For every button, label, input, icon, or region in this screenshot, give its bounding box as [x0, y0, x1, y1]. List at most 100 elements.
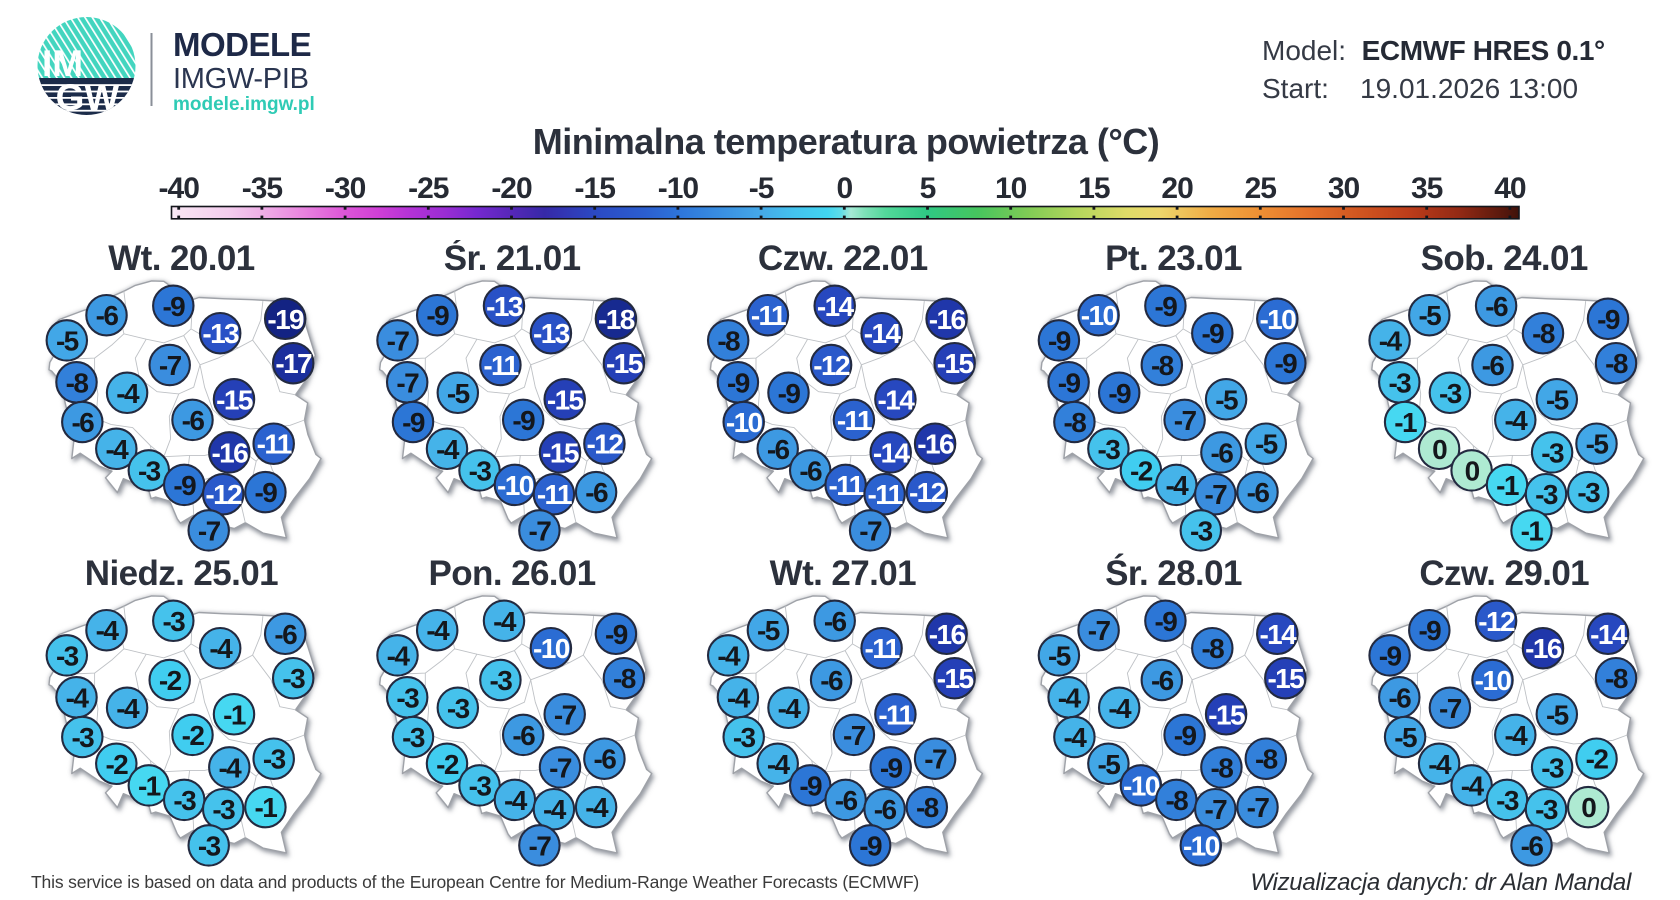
svg-text:-4: -4 [1504, 720, 1528, 751]
svg-text:-4: -4 [543, 794, 567, 825]
svg-text:-6: -6 [585, 477, 608, 508]
svg-text:-5: -5 [1418, 300, 1441, 331]
svg-text:-4: -4 [1461, 770, 1485, 801]
svg-text:-11: -11 [829, 470, 864, 501]
svg-text:-4: -4 [1165, 470, 1189, 501]
svg-text:MODELE: MODELE [173, 26, 311, 63]
svg-text:Śr. 28.01: Śr. 28.01 [1105, 553, 1242, 593]
svg-text:-12: -12 [813, 350, 850, 381]
svg-text:-10: -10 [1183, 830, 1220, 861]
svg-text:-14: -14 [1259, 619, 1297, 650]
svg-text:-6: -6 [874, 794, 897, 825]
svg-text:0: 0 [836, 172, 852, 205]
svg-text:-4: -4 [116, 693, 140, 724]
svg-text:-4: -4 [66, 682, 90, 713]
svg-text:-3: -3 [447, 693, 470, 724]
svg-text:-6: -6 [824, 606, 847, 637]
svg-text:-16: -16 [1525, 633, 1562, 664]
svg-text:-3: -3 [212, 794, 235, 825]
svg-text:-6: -6 [1485, 291, 1508, 322]
svg-text:-4: -4 [1428, 749, 1452, 780]
svg-text:-5: -5 [1098, 749, 1121, 780]
svg-text:-6: -6 [1388, 682, 1411, 713]
svg-text:-7: -7 [1439, 693, 1462, 724]
svg-text:-16: -16 [929, 619, 966, 650]
svg-text:-3: -3 [733, 722, 756, 753]
svg-text:-4: -4 [209, 633, 233, 664]
svg-text:-20: -20 [491, 172, 532, 205]
svg-text:-8: -8 [1605, 663, 1628, 694]
svg-text:-9: -9 [1174, 720, 1197, 751]
svg-text:-6: -6 [799, 455, 822, 486]
svg-text:-6: -6 [1211, 437, 1234, 468]
svg-text:-3: -3 [138, 455, 161, 486]
svg-text:-9: -9 [173, 470, 196, 501]
svg-text:-9: -9 [859, 830, 882, 861]
svg-text:-7: -7 [1174, 405, 1197, 436]
svg-text:-1: -1 [223, 699, 246, 730]
svg-text:-6: -6 [594, 744, 617, 775]
svg-text:-6: -6 [820, 665, 843, 696]
svg-text:-11: -11 [483, 350, 518, 381]
svg-text:-9: -9 [778, 378, 801, 409]
svg-text:-1: -1 [138, 770, 161, 801]
svg-text:modele.imgw.pl: modele.imgw.pl [173, 94, 315, 115]
svg-text:-35: -35 [242, 172, 283, 205]
svg-text:-9: -9 [1155, 606, 1178, 637]
svg-text:-7: -7 [549, 752, 572, 783]
svg-text:-8: -8 [1165, 785, 1188, 816]
svg-text:-16: -16 [929, 304, 966, 335]
svg-text:-8: -8 [1605, 348, 1628, 379]
svg-text:-3: -3 [1496, 785, 1519, 816]
svg-text:-5: -5 [1546, 384, 1569, 415]
svg-text:-14: -14 [878, 384, 916, 415]
svg-text:-6: -6 [512, 720, 535, 751]
svg-text:-4: -4 [493, 606, 517, 637]
svg-text:-4: -4 [96, 615, 120, 646]
svg-text:-9: -9 [402, 407, 425, 438]
svg-text:-4: -4 [727, 682, 751, 713]
svg-text:-3: -3 [1535, 794, 1558, 825]
svg-text:30: 30 [1328, 172, 1360, 205]
svg-text:-4: -4 [1108, 693, 1132, 724]
svg-text:-3: -3 [282, 663, 305, 694]
svg-text:-19: -19 [267, 304, 304, 335]
svg-text:-3: -3 [490, 665, 513, 696]
svg-text:-8: -8 [613, 663, 636, 694]
svg-text:-7: -7 [529, 830, 552, 861]
svg-text:-4: -4 [717, 640, 741, 671]
svg-text:Niedz. 25.01: Niedz. 25.01 [85, 554, 278, 593]
svg-text:-5: -5 [1546, 699, 1569, 730]
svg-text:-13: -13 [533, 318, 570, 349]
svg-text:-18: -18 [598, 304, 635, 335]
svg-text:-9: -9 [605, 619, 628, 650]
svg-text:-9: -9 [1155, 291, 1178, 322]
svg-text:-10: -10 [658, 172, 699, 205]
svg-text:-3: -3 [1388, 367, 1411, 398]
svg-text:-5: -5 [56, 325, 79, 356]
svg-text:-9: -9 [1274, 348, 1297, 379]
svg-text:-6: -6 [1482, 350, 1505, 381]
svg-text:-4: -4 [105, 434, 129, 465]
svg-text:-2: -2 [105, 749, 128, 780]
svg-text:10: 10 [995, 172, 1027, 205]
svg-text:-6: -6 [835, 785, 858, 816]
svg-text:-3: -3 [1535, 479, 1558, 510]
svg-text:-3: -3 [56, 640, 79, 671]
svg-text:-12: -12 [909, 477, 946, 508]
svg-text:-6: -6 [274, 619, 297, 650]
svg-text:Pon. 26.01: Pon. 26.01 [429, 554, 596, 593]
svg-text:-5: -5 [757, 615, 780, 646]
svg-text:0: 0 [1432, 434, 1447, 465]
svg-text:-11: -11 [257, 429, 292, 460]
svg-text:-7: -7 [843, 720, 866, 751]
svg-text:-4: -4 [504, 785, 528, 816]
svg-text:-3: -3 [469, 455, 492, 486]
svg-text:-15: -15 [542, 437, 579, 468]
svg-text:-7: -7 [396, 367, 419, 398]
svg-text:Pt. 23.01: Pt. 23.01 [1105, 240, 1242, 278]
svg-text:Minimalna temperatura powietrz: Minimalna temperatura powietrza (°C) [533, 121, 1160, 162]
svg-text:-1: -1 [1521, 515, 1544, 546]
svg-text:IM: IM [42, 43, 83, 84]
svg-text:-9: -9 [1418, 615, 1441, 646]
